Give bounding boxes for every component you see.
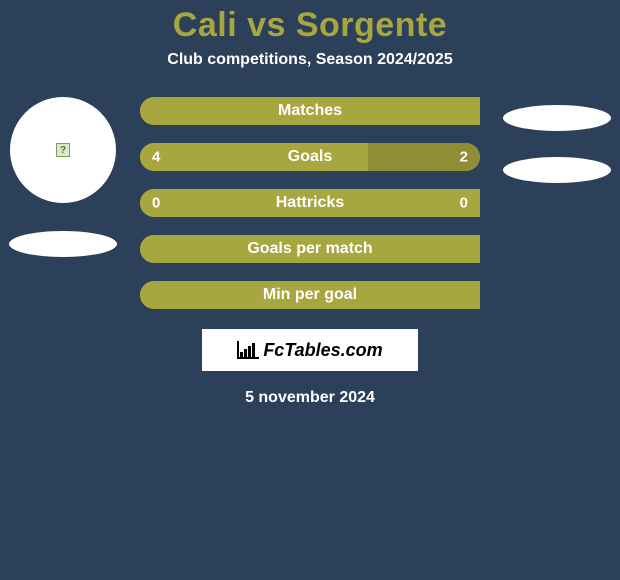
stat-bar: 4 Goals 2 (140, 143, 480, 171)
placeholder-icon: ? (56, 143, 70, 157)
player-right-col (502, 97, 612, 183)
bar-label: Goals (288, 148, 332, 166)
stat-bar: 0 Hattricks 0 (140, 189, 480, 217)
logo-box: FcTables.com (202, 329, 418, 371)
bar-right-value: 2 (460, 149, 468, 166)
stat-bar: Goals per match (140, 235, 480, 263)
bar-left-value: 4 (152, 149, 160, 166)
logo-text: FcTables.com (263, 340, 382, 361)
bar-label: Hattricks (276, 194, 344, 212)
page-subtitle: Club competitions, Season 2024/2025 (0, 51, 620, 69)
player-right-shadow-1 (503, 105, 611, 131)
bars-column: Matches 4 Goals 2 0 Hattricks 0 Goals per match… (140, 97, 480, 309)
bar-label: Matches (278, 102, 342, 120)
bar-left-value: 0 (152, 195, 160, 212)
player-left-col: ? (8, 97, 118, 257)
stat-bar: Matches (140, 97, 480, 125)
player-left-shadow (9, 231, 117, 257)
stat-bar: Min per goal (140, 281, 480, 309)
bar-fill-left (140, 143, 368, 171)
logo-chart-icon (237, 341, 259, 359)
comparison-row: ? Matches 4 Goals 2 0 Hattricks 0 Goals per mat… (0, 97, 620, 309)
player-right-shadow-2 (503, 157, 611, 183)
bar-label: Goals per match (247, 240, 372, 258)
bar-right-value: 0 (460, 195, 468, 212)
bar-label: Min per goal (263, 286, 357, 304)
date-text: 5 november 2024 (0, 389, 620, 407)
page-title: Cali vs Sorgente (0, 6, 620, 45)
player-left-avatar: ? (10, 97, 116, 203)
